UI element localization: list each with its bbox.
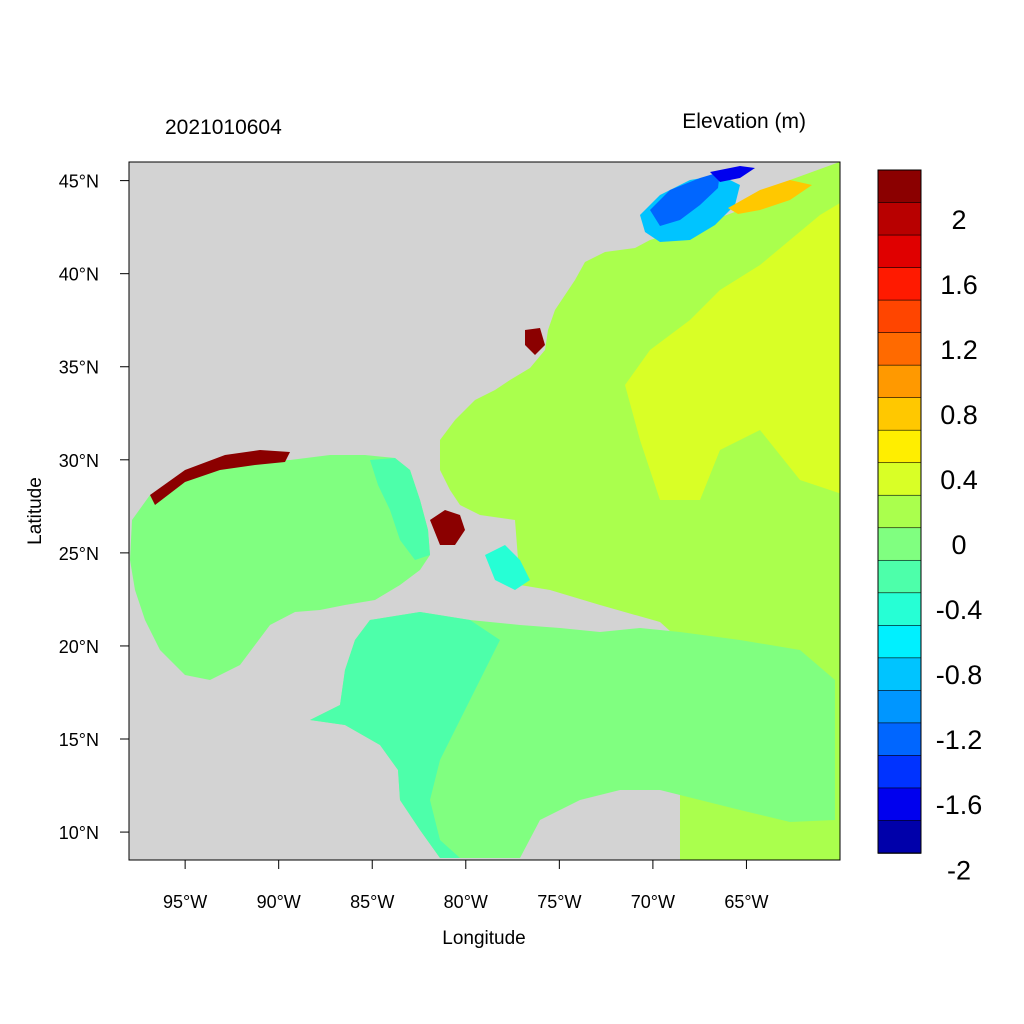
- x-tick-label: 65°W: [724, 892, 768, 912]
- y-tick-label: 45°N: [59, 172, 99, 192]
- colorbar-swatch: [877, 364, 922, 399]
- x-tick-label: 85°W: [350, 892, 394, 912]
- colorbar-label: -1.2: [936, 725, 983, 755]
- colorbar-label: 0.8: [940, 400, 978, 430]
- colorbar-label: -0.8: [936, 660, 983, 690]
- y-tick-label: 15°N: [59, 730, 99, 750]
- colorbar-swatch: [877, 169, 922, 204]
- x-tick-label: 75°W: [537, 892, 581, 912]
- y-axis-ticks: 45°N 40°N 35°N 30°N 25°N 20°N 15°N 10°N: [59, 172, 129, 843]
- colorbar-swatch: [877, 755, 922, 789]
- elevation-colorbar: 2 1.6 1.2 0.8 0.4 0 -0.4 -0.8 -1.2 -1.6 -2: [877, 169, 983, 885]
- colorbar-swatch: [877, 657, 922, 692]
- colorbar-swatch: [877, 234, 922, 269]
- y-tick-label: 25°N: [59, 544, 99, 564]
- bahamas-bank-field: [485, 545, 530, 590]
- colorbar-swatch: [877, 592, 922, 627]
- gulf-of-mexico-field: [130, 455, 430, 680]
- map-frame: [128, 161, 841, 861]
- florida-shelf-field: [370, 458, 430, 560]
- colorbar-swatch: [877, 527, 922, 562]
- colorbar-label: 2: [951, 205, 966, 235]
- x-axis-label: Longitude: [442, 928, 525, 949]
- x-axis-ticks: 95°W 90°W 85°W 80°W 75°W 70°W 65°W: [163, 860, 769, 912]
- colorbar-label: 1.6: [940, 270, 978, 300]
- y-tick-label: 35°N: [59, 358, 99, 378]
- colorbar-label: -2: [947, 855, 971, 885]
- colorbar-swatch: [877, 690, 922, 724]
- x-tick-label: 70°W: [631, 892, 675, 912]
- colorbar-swatch: [877, 429, 922, 464]
- colorbar-label: -0.4: [936, 595, 983, 625]
- x-tick-label: 90°W: [257, 892, 301, 912]
- colorbar-label: 0: [951, 530, 966, 560]
- x-tick-label: 95°W: [163, 892, 207, 912]
- colorbar-swatch: [877, 494, 922, 529]
- colorbar-swatch: [877, 267, 922, 301]
- colorbar-swatch: [877, 625, 922, 659]
- date-title: 2021010604: [165, 116, 282, 139]
- y-tick-label: 10°N: [59, 823, 99, 843]
- carolina-coastal-surge: [525, 328, 545, 355]
- y-tick-label: 20°N: [59, 637, 99, 657]
- scotian-shelf-positive-anomaly: [728, 180, 812, 214]
- colorbar-swatch: [877, 397, 922, 431]
- colorbar-label: 0.4: [940, 465, 978, 495]
- map-panel: [128, 161, 841, 861]
- colorbar-swatch: [877, 559, 922, 594]
- colorbar-swatch: [877, 722, 922, 757]
- colorbar-swatch: [877, 462, 922, 497]
- colorbar-swatch: [877, 202, 922, 236]
- central-atlantic-positive-anomaly: [625, 203, 840, 500]
- colorbar-frame: [877, 169, 922, 854]
- south-florida-surge: [430, 510, 465, 545]
- bay-of-fundy-low: [710, 166, 755, 182]
- variable-title: Elevation (m): [682, 110, 806, 133]
- x-tick-label: 80°W: [444, 892, 488, 912]
- western-caribbean-field: [310, 612, 500, 858]
- louisiana-coastal-surge: [150, 450, 290, 505]
- colorbar-swatch: [877, 332, 922, 366]
- y-tick-label: 40°N: [59, 265, 99, 285]
- colorbar-swatch: [877, 299, 922, 334]
- colorbar-swatch: [877, 820, 922, 854]
- colorbar-label: -1.6: [936, 790, 983, 820]
- y-tick-label: 30°N: [59, 451, 99, 471]
- colorbar-swatch: [877, 787, 922, 822]
- gulf-of-maine-low-core: [650, 172, 720, 226]
- y-axis-label: Latitude: [25, 477, 46, 545]
- colorbar-label: 1.2: [940, 335, 978, 365]
